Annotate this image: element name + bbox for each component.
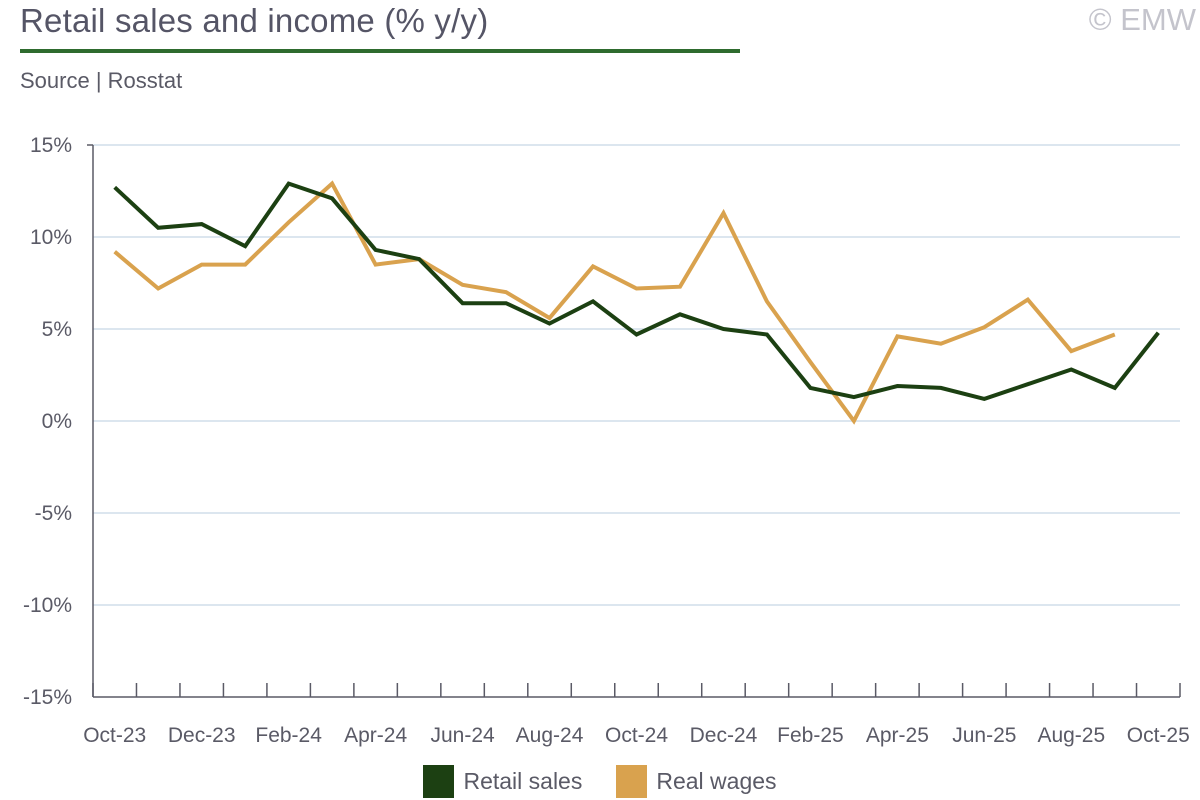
y-tick-label: 10% [30,226,72,249]
series-line-retail-sales [113,181,1160,401]
x-tick-label: Aug-24 [516,724,584,747]
series-line-real-wages [113,180,1116,425]
chart-title: Retail sales and income (% y/y) [20,2,489,39]
x-tick-label: Oct-25 [1127,724,1190,747]
x-axis-labels: Oct-23 Dec-23 Feb-24 Apr-24 Jun-24 Aug-24 Oct-… [83,724,1190,747]
x-tick-label: Apr-24 [344,724,407,747]
title-underline [20,49,740,53]
y-tick-label: 5% [42,318,72,341]
y-tick-label: -10% [23,594,72,617]
legend-item-retail-sales: Retail sales [423,765,582,798]
legend-swatch-retail-sales [423,765,455,798]
x-tick-label: Aug-25 [1037,724,1105,747]
chart-axes [87,144,1181,698]
y-tick-label: -5% [35,502,72,525]
y-tick-label: 0% [42,410,72,433]
legend-swatch-real-wages [616,765,648,798]
x-tick-label: Feb-24 [255,724,322,747]
grid-lines [93,144,1180,606]
x-tick-label: Feb-25 [777,724,844,747]
x-tick-label: Apr-25 [866,724,929,747]
x-tick-label: Oct-24 [605,724,668,747]
series-lines [113,180,1160,425]
y-axis-labels: 15% 10% 5% 0% -5% -10% -15% [23,134,72,709]
y-tick-label: -15% [23,686,72,709]
x-tick-label: Dec-23 [168,724,236,747]
y-tick-label: 15% [30,134,72,157]
x-tick-label: Dec-24 [690,724,758,747]
legend: Retail sales Real wages [0,765,1200,798]
x-tick-label: Jun-25 [952,724,1016,747]
x-tick-label: Oct-23 [83,724,146,747]
chart-source: Source | Rosstat [20,68,183,93]
legend-label-real-wages: Real wages [656,768,777,794]
x-tick-label: Jun-24 [430,724,495,747]
line-chart: 15% 10% 5% 0% -5% -10% -15% Oct-23 Dec-23 Feb-24… [23,134,1190,747]
legend-item-real-wages: Real wages [616,765,777,798]
copyright-mark: © EMW [1088,2,1196,37]
legend-label-retail-sales: Retail sales [463,768,583,794]
